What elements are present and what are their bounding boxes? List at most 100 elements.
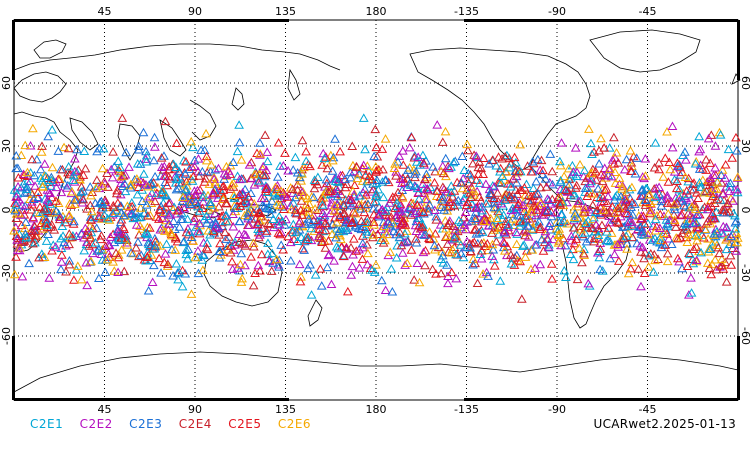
observation-triangle <box>306 219 317 228</box>
legend-item-c2e6: C2E6 <box>277 417 312 431</box>
observation-triangle <box>404 142 415 152</box>
observation-triangle <box>566 231 577 240</box>
observation-triangle <box>417 222 428 231</box>
observation-triangle <box>271 254 282 264</box>
observation-triangle <box>274 211 285 221</box>
observation-triangle <box>322 163 333 173</box>
observation-triangle <box>422 195 433 204</box>
observation-triangle <box>69 195 80 204</box>
observation-triangle <box>443 271 453 281</box>
observation-triangle <box>148 260 159 270</box>
lat-tick-label: 60 <box>739 76 750 90</box>
observation-triangle <box>327 219 338 229</box>
observation-triangle <box>136 250 147 260</box>
observation-triangle <box>636 226 647 236</box>
observation-triangle <box>351 161 362 171</box>
observation-triangle <box>390 192 401 201</box>
observation-triangle <box>251 169 262 178</box>
observation-triangle <box>572 201 583 211</box>
observation-triangle <box>371 142 382 152</box>
observation-triangle <box>274 219 285 229</box>
observation-triangle <box>489 193 499 203</box>
observation-triangle <box>335 230 345 240</box>
observation-triangle <box>236 155 247 164</box>
observation-triangle <box>732 184 743 194</box>
observation-triangle <box>228 221 239 231</box>
observation-triangle <box>78 170 89 179</box>
observation-triangle <box>710 255 721 264</box>
observation-triangle <box>84 241 94 250</box>
observation-triangle <box>477 217 487 226</box>
observation-triangle <box>503 220 514 229</box>
observation-triangle <box>253 176 264 185</box>
observation-triangle <box>442 239 453 248</box>
observation-triangle <box>76 274 87 284</box>
observation-triangle <box>170 224 180 234</box>
observation-triangle <box>594 145 604 155</box>
observation-triangle <box>116 171 127 181</box>
observation-triangle <box>150 196 160 206</box>
observation-triangle <box>606 171 617 181</box>
observation-triangle <box>159 151 169 160</box>
observation-triangle <box>278 244 289 254</box>
observation-triangle <box>500 216 511 226</box>
observation-triangle <box>345 167 356 177</box>
observation-triangle <box>476 245 487 255</box>
observation-triangle <box>63 143 74 153</box>
observation-triangle <box>227 179 237 189</box>
observation-triangle <box>645 207 656 216</box>
observation-triangle <box>294 259 305 269</box>
observation-triangle <box>209 203 219 212</box>
observation-triangle <box>312 179 323 189</box>
observation-triangle <box>431 269 441 278</box>
observation-triangle <box>440 216 451 225</box>
observation-triangle <box>731 146 742 155</box>
observation-triangle <box>467 158 478 168</box>
observation-triangle <box>205 200 216 209</box>
observation-triangle <box>460 207 471 216</box>
observation-triangle <box>283 165 293 175</box>
observation-triangle <box>658 172 669 181</box>
observation-triangle <box>288 165 299 174</box>
observation-triangle <box>471 151 482 160</box>
observation-triangle <box>338 226 349 236</box>
observation-triangle <box>82 280 93 290</box>
observation-triangle <box>431 211 442 221</box>
observation-triangle <box>287 225 298 234</box>
lat-tick-label: -60 <box>739 327 750 345</box>
observation-triangle <box>708 191 718 201</box>
observation-triangle <box>12 235 22 244</box>
observation-triangle <box>513 199 524 209</box>
observation-triangle <box>511 227 522 237</box>
observation-triangle <box>582 191 593 201</box>
observation-triangle <box>332 191 343 201</box>
observation-triangle <box>108 147 118 156</box>
observation-triangle <box>304 199 315 209</box>
observation-triangle <box>142 229 153 239</box>
observation-triangle <box>320 225 331 235</box>
legend-item-c2e5: C2E5 <box>228 417 262 431</box>
observation-triangle <box>685 249 695 259</box>
observation-triangle <box>487 155 498 164</box>
observation-triangle <box>30 237 40 247</box>
observation-triangle <box>156 153 167 162</box>
observation-triangle <box>498 242 509 252</box>
observation-triangle <box>437 182 448 191</box>
observation-triangle <box>437 246 447 256</box>
observation-triangle <box>675 210 686 220</box>
observation-triangle <box>97 214 107 223</box>
observation-triangle <box>335 212 345 221</box>
observation-triangle <box>390 203 401 212</box>
observation-triangle <box>595 244 606 253</box>
observation-triangle <box>391 212 401 222</box>
observation-triangle <box>254 226 265 235</box>
observation-triangle <box>318 208 328 218</box>
observation-triangle <box>294 224 305 234</box>
observation-triangle <box>636 185 647 195</box>
observation-triangle <box>420 245 431 255</box>
observation-triangle <box>596 133 606 143</box>
observation-triangle <box>11 231 22 240</box>
observation-triangle <box>133 182 144 192</box>
observation-triangle <box>542 206 553 215</box>
observation-triangle <box>210 217 221 227</box>
